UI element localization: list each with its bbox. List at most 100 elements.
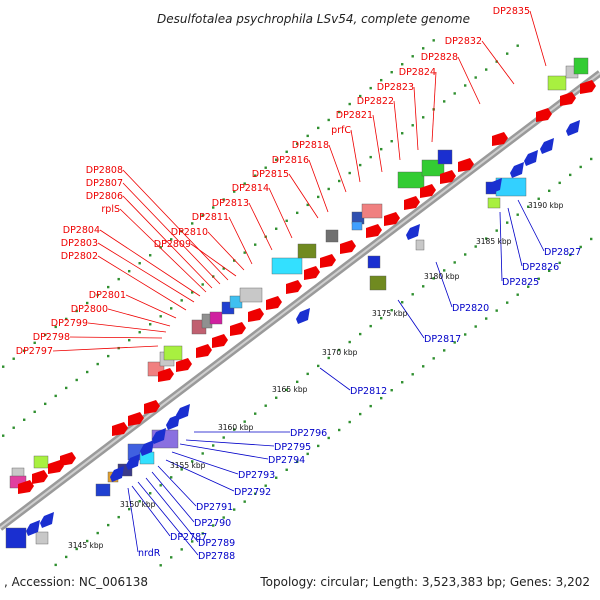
gene-label-forward: DP2807 <box>86 178 123 189</box>
tick-mark <box>579 165 582 169</box>
tick-mark <box>275 227 278 230</box>
tick-mark <box>285 388 288 391</box>
tick-mark <box>390 71 393 74</box>
tick-mark <box>191 460 194 463</box>
label-leader-lines <box>52 10 547 556</box>
forward-gene-arrow <box>212 334 228 348</box>
gene-label-forward: DP2801 <box>89 290 126 301</box>
leader-line <box>248 202 273 251</box>
tick-mark <box>579 245 582 249</box>
gene-label-forward: DP2808 <box>86 165 123 176</box>
leader-line <box>157 465 197 507</box>
tick-mark <box>432 277 435 280</box>
tick-mark <box>117 277 120 281</box>
tick-mark <box>380 316 383 320</box>
gene-box <box>369 275 387 291</box>
forward-gene-arrow <box>286 280 302 294</box>
leader-line <box>185 439 275 447</box>
tick-mark <box>222 267 225 270</box>
tick-mark <box>369 155 372 159</box>
tick-mark <box>233 259 236 262</box>
tick-mark <box>254 243 257 246</box>
tick-mark <box>506 52 509 55</box>
tick-mark <box>338 348 341 352</box>
tick-mark <box>201 283 204 286</box>
tick-mark <box>96 362 99 366</box>
tick-mark <box>327 118 330 122</box>
gene-label-reverse: DP2820 <box>452 303 489 314</box>
tick-mark <box>527 205 530 208</box>
tick-mark <box>338 179 341 183</box>
leader-line <box>308 159 329 213</box>
tick-mark <box>44 402 47 406</box>
leader-line <box>268 187 293 239</box>
gene-label-reverse: DP2792 <box>234 487 271 498</box>
gene-label-forward: DP2810 <box>171 227 208 238</box>
leader-line <box>122 195 213 289</box>
tick-mark <box>569 173 572 177</box>
leader-line <box>119 208 207 293</box>
gene-label-reverse: DP2789 <box>198 538 235 549</box>
gene-label-forward: DP2818 <box>292 140 329 151</box>
gene-label-reverse: DP2788 <box>198 551 235 562</box>
tick-mark <box>243 500 246 503</box>
leader-line <box>122 182 221 285</box>
scale-label: 3190 kbp <box>528 201 564 210</box>
tick-mark <box>33 341 36 345</box>
leader-line <box>413 86 419 151</box>
leader-line <box>350 129 361 183</box>
forward-gene-arrow <box>18 480 34 494</box>
scale-label: 3165 kbp <box>272 385 308 394</box>
tick-mark <box>369 86 372 90</box>
reverse-gene-arrow <box>152 428 166 444</box>
tick-mark <box>149 492 152 495</box>
leader-line <box>397 299 425 339</box>
gene-label-forward: DP2835 <box>493 6 530 17</box>
gene-box <box>5 527 27 549</box>
leader-line <box>228 216 253 265</box>
leader-line <box>87 322 167 333</box>
tick-mark <box>390 389 393 392</box>
tick-mark <box>558 261 561 265</box>
gene-label-reverse: nrdR <box>138 548 161 559</box>
gene-label-forward: DP2816 <box>272 155 309 166</box>
leader-line <box>319 367 351 391</box>
tick-mark <box>296 211 299 215</box>
gene-label-forward: DP2804 <box>63 225 100 236</box>
tick-mark <box>2 434 5 437</box>
tick-mark <box>369 324 372 328</box>
gene-label-forward: DP2803 <box>61 238 98 249</box>
tick-mark <box>558 181 561 185</box>
scale-label: 3150 kbp <box>120 500 156 509</box>
tick-mark <box>54 325 57 329</box>
gene-label-forward: DP2815 <box>252 169 289 180</box>
tick-mark <box>33 410 36 414</box>
tick-mark <box>75 378 78 382</box>
tick-mark <box>212 206 215 209</box>
tick-mark <box>233 190 236 193</box>
forward-gene-arrow <box>60 452 76 466</box>
tick-mark <box>338 428 341 432</box>
tick-mark <box>86 539 89 543</box>
tick-mark <box>422 285 425 288</box>
tick-mark <box>296 142 299 146</box>
tick-mark <box>411 293 414 296</box>
gene-label-reverse: DP2796 <box>290 428 327 439</box>
tick-mark <box>75 547 78 551</box>
leader-line <box>517 199 545 252</box>
gene-label-reverse: DP2827 <box>544 247 581 258</box>
tick-mark <box>12 357 15 360</box>
forward-gene-arrow <box>580 80 596 94</box>
tick-mark <box>2 365 5 368</box>
scale-labels: 3145 kbp 3150 kbp 3155 kbp 3160 kbp 3165 kbp… <box>68 201 564 550</box>
tick-mark <box>128 338 131 342</box>
gene-box <box>351 221 363 231</box>
gene-box <box>33 455 49 469</box>
tick-mark <box>537 277 540 280</box>
forward-gene-arrow <box>144 400 160 414</box>
tick-mark <box>359 163 362 167</box>
tick-mark <box>159 484 162 487</box>
gene-label-forward: DP2800 <box>71 304 108 315</box>
reverse-gene-arrow <box>126 454 140 470</box>
tick-mark <box>107 523 110 527</box>
